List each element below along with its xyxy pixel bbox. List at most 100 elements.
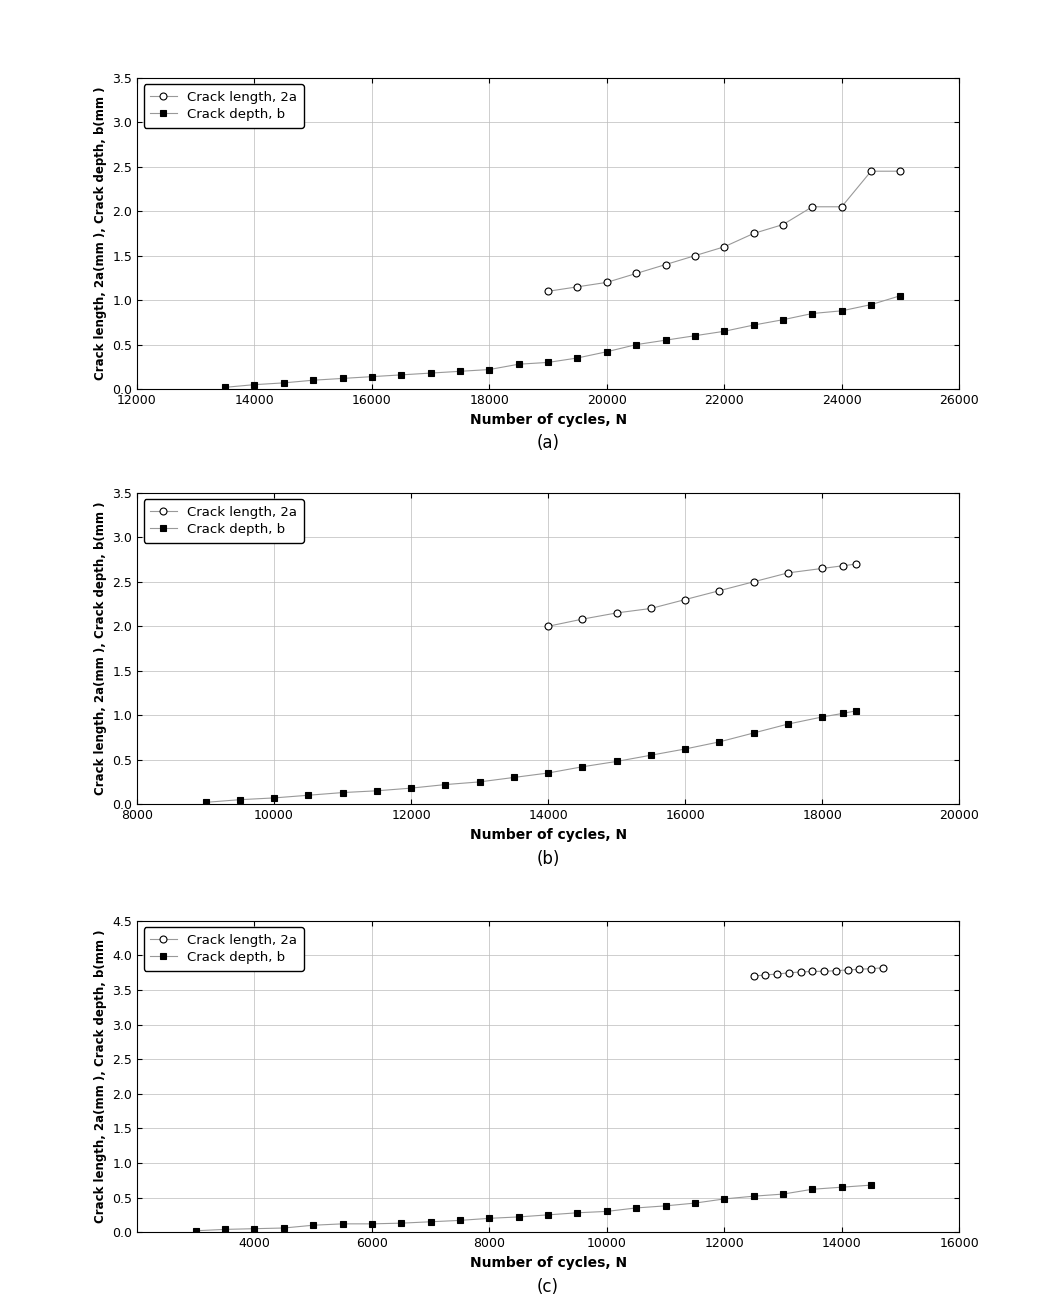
Crack depth, b xyxy=(219,380,232,396)
Crack length, 2a xyxy=(718,239,730,254)
Crack depth, b xyxy=(336,1217,349,1232)
Crack depth, b xyxy=(645,747,658,763)
Crack length, 2a xyxy=(806,964,819,979)
Y-axis label: Crack length, 2a(mm ), Crack depth, b(mm ): Crack length, 2a(mm ), Crack depth, b(mm… xyxy=(94,930,106,1223)
Crack depth, b xyxy=(864,1178,877,1193)
Crack depth, b xyxy=(659,332,671,348)
Legend: Crack length, 2a, Crack depth, b: Crack length, 2a, Crack depth, b xyxy=(143,84,304,127)
Crack depth, b xyxy=(508,769,521,785)
Crack length, 2a xyxy=(795,964,807,979)
Crack depth, b xyxy=(307,372,319,388)
Crack length, 2a xyxy=(806,198,819,214)
Crack depth, b xyxy=(718,323,730,339)
Crack length, 2a xyxy=(894,163,906,179)
Line: Crack length, 2a: Crack length, 2a xyxy=(545,167,904,294)
Crack depth, b xyxy=(366,368,378,384)
Y-axis label: Crack length, 2a(mm ), Crack depth, b(mm ): Crack length, 2a(mm ), Crack depth, b(mm… xyxy=(94,502,106,795)
Crack length, 2a xyxy=(864,163,877,179)
Crack depth, b xyxy=(483,362,495,377)
Crack depth, b xyxy=(190,1223,202,1239)
Crack depth, b xyxy=(630,337,643,353)
Line: Crack length, 2a: Crack length, 2a xyxy=(545,560,860,630)
Crack length, 2a xyxy=(841,962,854,978)
Line: Crack depth, b: Crack depth, b xyxy=(202,707,860,805)
Crack length, 2a xyxy=(601,275,613,291)
Crack depth, b xyxy=(542,354,554,370)
Crack length, 2a xyxy=(877,960,890,975)
Crack depth, b xyxy=(219,1222,232,1237)
Text: (c): (c) xyxy=(538,1278,559,1296)
Crack length, 2a xyxy=(864,961,877,977)
Crack depth, b xyxy=(718,1191,730,1206)
Crack length, 2a xyxy=(782,565,795,581)
Crack depth, b xyxy=(405,781,417,796)
Crack length, 2a xyxy=(782,965,795,981)
Crack depth, b xyxy=(713,734,725,750)
Crack length, 2a xyxy=(575,611,588,626)
Crack length, 2a xyxy=(816,560,828,576)
Crack length, 2a xyxy=(659,257,671,272)
Crack depth, b xyxy=(782,716,795,732)
Crack depth, b xyxy=(836,1179,848,1195)
Crack depth, b xyxy=(336,785,349,800)
X-axis label: Number of cycles, N: Number of cycles, N xyxy=(469,827,627,842)
X-axis label: Number of cycles, N: Number of cycles, N xyxy=(469,1255,627,1270)
Crack depth, b xyxy=(199,795,212,811)
Crack depth, b xyxy=(571,1205,584,1220)
Crack length, 2a xyxy=(777,217,789,232)
Crack depth, b xyxy=(248,1220,260,1236)
Crack depth, b xyxy=(837,706,850,721)
Crack depth, b xyxy=(371,783,384,799)
Crack depth, b xyxy=(277,1220,290,1236)
Crack depth, b xyxy=(816,709,828,725)
Crack length, 2a xyxy=(818,964,831,979)
Crack depth, b xyxy=(850,703,862,719)
Legend: Crack length, 2a, Crack depth, b: Crack length, 2a, Crack depth, b xyxy=(143,499,304,542)
Line: Crack length, 2a: Crack length, 2a xyxy=(750,965,886,979)
Crack depth, b xyxy=(688,328,701,344)
Crack length, 2a xyxy=(837,558,850,573)
Crack length, 2a xyxy=(770,966,783,982)
Y-axis label: Crack length, 2a(mm ), Crack depth, b(mm ): Crack length, 2a(mm ), Crack depth, b(mm… xyxy=(94,87,106,380)
Crack length, 2a xyxy=(542,284,554,300)
Crack depth, b xyxy=(234,792,247,808)
Crack depth, b xyxy=(395,367,408,383)
Line: Crack depth, b: Crack depth, b xyxy=(192,1182,875,1235)
X-axis label: Number of cycles, N: Number of cycles, N xyxy=(469,412,627,427)
Crack depth, b xyxy=(688,1196,701,1211)
Crack depth, b xyxy=(836,303,848,319)
Crack depth, b xyxy=(542,1208,554,1223)
Crack depth, b xyxy=(395,1215,408,1231)
Crack depth, b xyxy=(575,759,588,774)
Crack depth, b xyxy=(425,366,437,381)
Crack depth, b xyxy=(610,754,623,769)
Crack length, 2a xyxy=(759,968,772,983)
Crack length, 2a xyxy=(829,962,842,978)
Crack depth, b xyxy=(601,1204,613,1219)
Legend: Crack length, 2a, Crack depth, b: Crack length, 2a, Crack depth, b xyxy=(143,927,304,970)
Crack depth, b xyxy=(425,1214,437,1230)
Crack length, 2a xyxy=(542,619,554,634)
Crack length, 2a xyxy=(571,279,584,294)
Crack depth, b xyxy=(366,1217,378,1232)
Crack depth, b xyxy=(440,777,452,792)
Crack depth, b xyxy=(307,1218,319,1233)
Crack depth, b xyxy=(542,765,554,781)
Crack length, 2a xyxy=(747,969,760,984)
Crack length, 2a xyxy=(836,198,848,214)
Crack length, 2a xyxy=(713,582,725,598)
Line: Crack depth, b: Crack depth, b xyxy=(221,292,904,390)
Crack depth, b xyxy=(777,1187,789,1202)
Crack length, 2a xyxy=(610,606,623,621)
Crack depth, b xyxy=(302,787,315,803)
Crack depth, b xyxy=(777,313,789,328)
Crack length, 2a xyxy=(679,591,691,607)
Crack depth, b xyxy=(630,1200,643,1215)
Crack depth, b xyxy=(277,375,290,390)
Crack depth, b xyxy=(864,297,877,313)
Crack depth, b xyxy=(806,1182,819,1197)
Crack depth, b xyxy=(453,363,466,379)
Crack depth, b xyxy=(601,344,613,359)
Crack length, 2a xyxy=(688,248,701,263)
Crack depth, b xyxy=(679,741,691,756)
